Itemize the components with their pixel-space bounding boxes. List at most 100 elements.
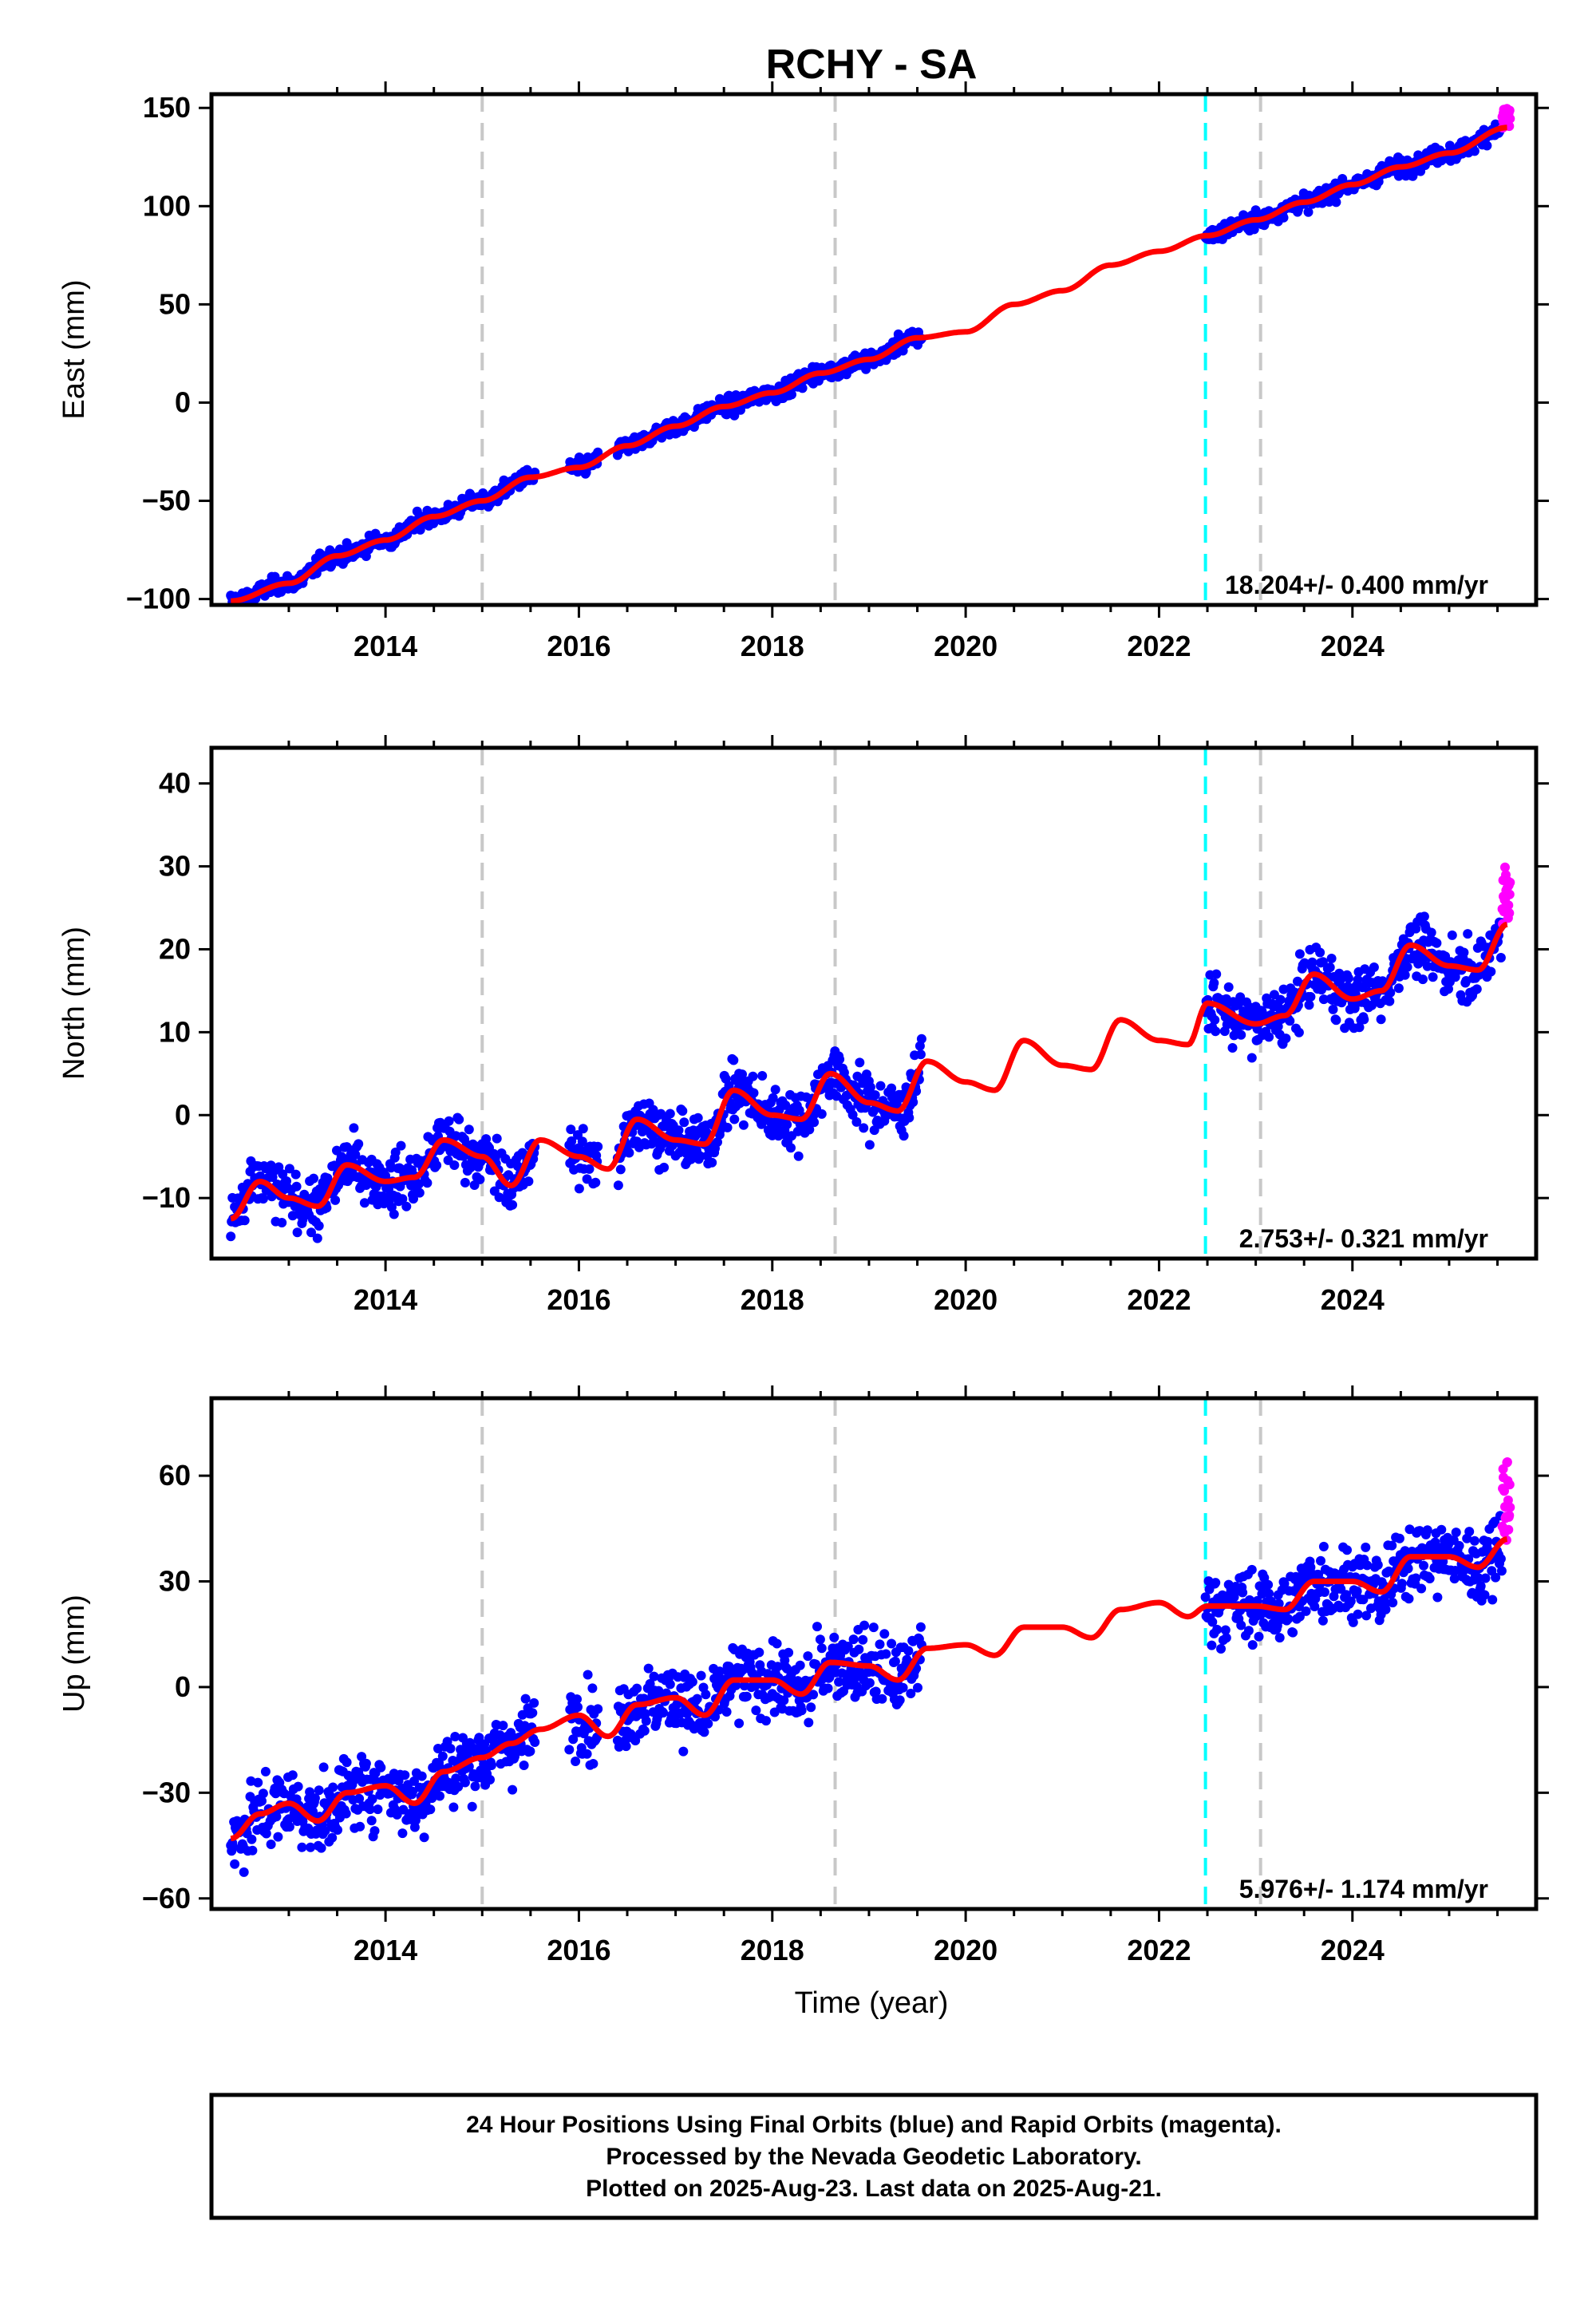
final-orbit-point bbox=[729, 1055, 739, 1065]
final-orbit-point bbox=[381, 1171, 391, 1181]
panel-north: 2014 2016 2018 2020 2022 2024 −10 0 10 20 30 40 Nort… bbox=[57, 735, 1549, 1316]
final-orbit-point bbox=[400, 1770, 410, 1780]
final-orbit-point bbox=[806, 1702, 816, 1713]
final-orbit-point bbox=[247, 1845, 258, 1856]
final-orbit-point bbox=[1419, 1560, 1428, 1571]
final-orbit-point bbox=[1476, 1581, 1486, 1591]
final-orbit-point bbox=[318, 1762, 329, 1773]
final-orbit-point bbox=[369, 1826, 380, 1836]
final-orbit-point bbox=[1288, 1627, 1298, 1638]
final-orbit-point bbox=[1212, 1624, 1223, 1634]
final-orbit-point bbox=[508, 1199, 518, 1210]
final-orbit-point bbox=[615, 1164, 626, 1175]
final-orbit-point bbox=[1430, 1537, 1440, 1547]
final-orbit-point bbox=[895, 1695, 905, 1705]
final-orbit-point bbox=[916, 1034, 926, 1044]
final-orbit-point bbox=[693, 1113, 703, 1123]
final-orbit-point bbox=[1388, 1598, 1398, 1608]
final-orbit-point bbox=[741, 1691, 752, 1701]
rapid-orbit-points bbox=[1497, 104, 1515, 133]
final-orbit-point bbox=[444, 1116, 454, 1126]
x-tick-label: 2018 bbox=[741, 630, 804, 662]
y-tick-label: 100 bbox=[143, 189, 191, 222]
final-orbit-point bbox=[228, 1841, 239, 1852]
final-orbit-point bbox=[859, 1620, 870, 1630]
rate-label: 18.204+/- 0.400 mm/yr bbox=[1225, 571, 1488, 599]
final-orbit-point bbox=[692, 1694, 702, 1704]
final-orbit-point bbox=[510, 1752, 519, 1761]
final-orbit-point bbox=[1480, 1573, 1491, 1583]
x-tick-label: 2022 bbox=[1127, 1283, 1191, 1316]
final-orbit-point bbox=[899, 1131, 909, 1141]
final-orbit-point bbox=[1449, 1574, 1460, 1584]
final-orbit-point bbox=[1210, 1015, 1220, 1025]
final-orbit-point bbox=[1496, 1566, 1507, 1576]
rapid-orbit-point bbox=[1503, 1524, 1514, 1535]
final-orbit-point bbox=[508, 1784, 518, 1795]
final-orbit-point bbox=[437, 1751, 448, 1761]
panel-up: 2014 2016 2018 2020 2022 2024 −60 −30 0 30 60 Up (m… bbox=[57, 1385, 1549, 1966]
final-orbit-point bbox=[398, 1804, 409, 1815]
final-orbit-point bbox=[523, 1176, 534, 1187]
final-orbit-point bbox=[306, 1227, 316, 1238]
final-orbit-point bbox=[1361, 1611, 1372, 1621]
final-orbit-point bbox=[797, 383, 808, 393]
final-orbit-point bbox=[793, 1151, 804, 1161]
final-orbit-point bbox=[1459, 947, 1469, 958]
final-orbit-point bbox=[906, 1689, 916, 1698]
final-orbit-point bbox=[1419, 911, 1429, 922]
final-orbit-point bbox=[1319, 1587, 1329, 1597]
final-orbit-point bbox=[261, 1828, 271, 1839]
final-orbit-point bbox=[239, 1215, 250, 1226]
final-orbit-point bbox=[1473, 1573, 1483, 1583]
final-orbit-point bbox=[1264, 1588, 1274, 1599]
final-orbit-point bbox=[306, 1842, 316, 1852]
final-orbit-point bbox=[1306, 992, 1316, 1002]
final-orbit-point bbox=[572, 1694, 582, 1705]
final-orbit-point bbox=[422, 1178, 433, 1188]
final-orbit-point bbox=[875, 1639, 885, 1650]
y-tick-label: −50 bbox=[142, 484, 191, 517]
final-orbit-point bbox=[748, 1071, 758, 1081]
final-orbit-point bbox=[453, 1781, 464, 1792]
final-orbit-point bbox=[525, 1746, 535, 1757]
final-orbit-point bbox=[687, 1677, 697, 1687]
final-orbit-point bbox=[1424, 1574, 1435, 1583]
y-tick-label: −10 bbox=[142, 1181, 191, 1214]
final-orbit-point bbox=[284, 1164, 294, 1174]
final-orbit-point bbox=[1243, 1626, 1254, 1636]
final-orbit-point bbox=[305, 1787, 315, 1797]
final-orbit-point bbox=[284, 1822, 294, 1832]
final-orbit-point bbox=[1495, 953, 1506, 962]
rapid-orbit-point bbox=[1504, 1510, 1515, 1520]
final-orbit-point bbox=[432, 1160, 442, 1171]
final-orbit-points bbox=[226, 119, 1507, 605]
final-orbit-point bbox=[1285, 1016, 1295, 1026]
x-tick-label: 2016 bbox=[547, 1934, 610, 1966]
final-orbit-point bbox=[474, 1733, 484, 1743]
final-orbit-point bbox=[707, 1157, 717, 1168]
final-orbit-point bbox=[1220, 1625, 1231, 1635]
final-orbit-point bbox=[460, 1177, 470, 1188]
final-orbit-point bbox=[729, 410, 740, 421]
final-orbit-point bbox=[571, 1757, 581, 1766]
final-orbit-point bbox=[1404, 1594, 1414, 1604]
final-orbit-point bbox=[530, 1737, 540, 1747]
final-orbit-point bbox=[915, 1622, 926, 1632]
final-orbit-point bbox=[881, 1649, 891, 1659]
final-orbit-point bbox=[696, 1670, 706, 1681]
final-orbit-point bbox=[1317, 957, 1328, 967]
final-orbit-point bbox=[1348, 1617, 1358, 1627]
rapid-orbit-point bbox=[1504, 105, 1515, 116]
final-orbit-point bbox=[409, 1194, 418, 1204]
final-orbit-point bbox=[1318, 994, 1329, 1005]
final-orbit-point bbox=[1343, 973, 1353, 983]
final-orbit-point bbox=[665, 1109, 675, 1119]
final-orbit-point bbox=[253, 1777, 263, 1788]
final-orbit-point bbox=[796, 1705, 807, 1716]
final-orbit-point bbox=[274, 1162, 284, 1172]
rapid-orbit-point bbox=[1504, 908, 1515, 919]
final-orbit-point bbox=[859, 1123, 869, 1133]
final-orbit-point bbox=[314, 1221, 324, 1231]
final-orbit-point bbox=[1384, 1566, 1394, 1576]
